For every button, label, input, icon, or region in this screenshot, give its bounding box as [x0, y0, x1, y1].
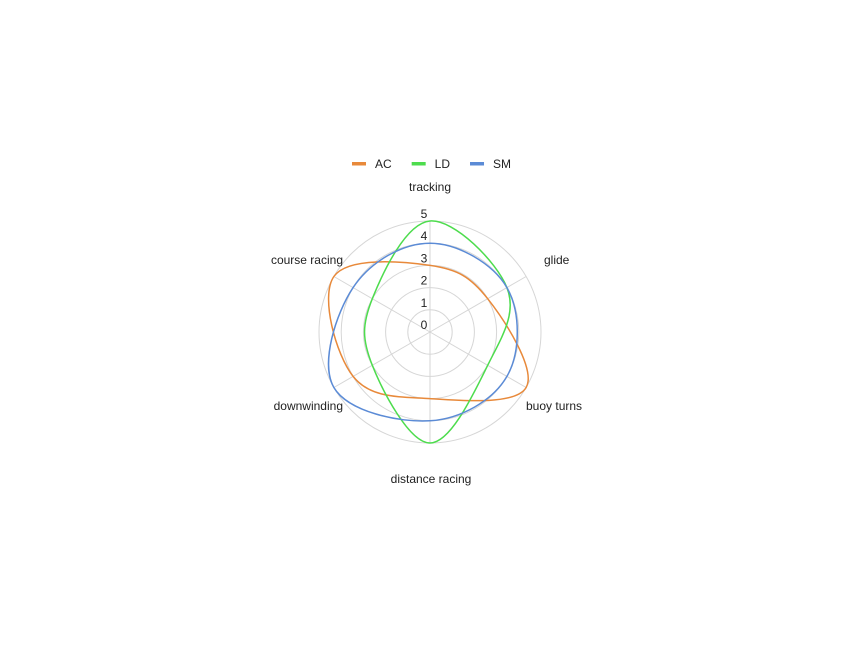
tick-label: 4 [421, 229, 428, 243]
tick-label: 5 [421, 207, 428, 221]
category-label: distance racing [391, 472, 472, 486]
category-label: buoy turns [526, 399, 582, 413]
tick-labels: 0 1 2 3 4 5 [421, 207, 428, 332]
grid-spoke [429, 276, 527, 333]
legend-item-ac[interactable]: AC [352, 157, 392, 171]
legend-swatch [470, 162, 485, 166]
legend-label: LD [435, 157, 451, 171]
tick-label: 3 [421, 251, 428, 265]
category-label: glide [544, 253, 570, 267]
legend-item-ld[interactable]: LD [411, 157, 451, 171]
legend-item-sm[interactable]: SM [470, 157, 511, 171]
category-label: downwinding [274, 399, 343, 413]
tick-label: 0 [421, 318, 428, 332]
grid-spoke [429, 331, 527, 388]
legend-label: SM [493, 157, 511, 171]
grid-spoke [333, 276, 431, 333]
legend-swatch [411, 162, 426, 166]
grid-spoke [333, 331, 431, 388]
category-label: tracking [409, 180, 451, 194]
category-labels: tracking glide buoy turns distance racing do… [271, 180, 582, 486]
grid [318, 220, 542, 444]
series-layer [327, 220, 529, 444]
tick-label: 1 [421, 296, 428, 310]
category-label: course racing [271, 253, 343, 267]
series-line-sm [327, 242, 519, 422]
tick-label: 2 [421, 274, 428, 288]
legend-label: AC [375, 157, 392, 171]
legend[interactable]: AC LD SM [352, 157, 511, 171]
legend-swatch [352, 162, 366, 166]
